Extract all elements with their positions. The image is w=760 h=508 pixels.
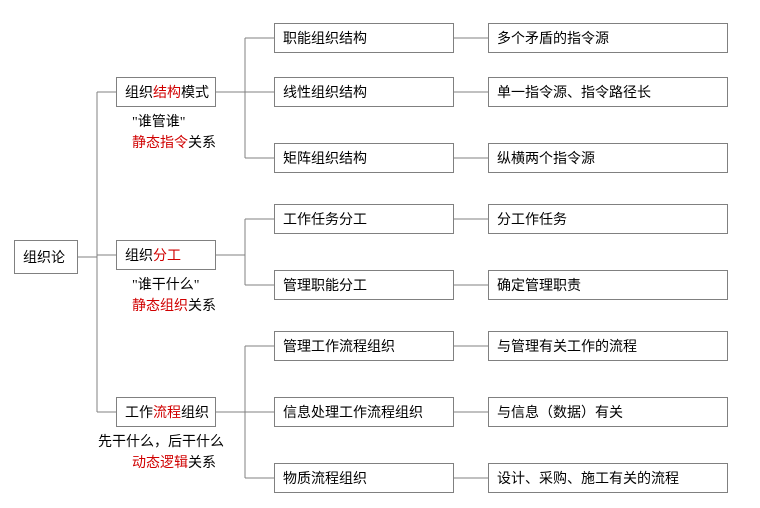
level1-caption-2b: 动态逻辑关系	[132, 452, 216, 472]
level1-node-0: 组织结构模式	[116, 77, 216, 107]
l3-6-label: 与信息（数据）有关	[497, 402, 623, 422]
root-label: 组织论	[23, 247, 65, 267]
cap-5-suf: 关系	[188, 456, 216, 471]
l3-7-label: 设计、采购、施工有关的流程	[497, 468, 679, 488]
l3-5-label: 与管理有关工作的流程	[497, 336, 637, 356]
root-node: 组织论	[14, 240, 78, 274]
level2-node-0: 职能组织结构	[274, 23, 454, 53]
level3-node-3: 分工作任务	[488, 204, 728, 234]
l1-0-prefix: 组织	[125, 82, 153, 102]
level1-node-1: 组织分工	[116, 240, 216, 270]
cap-5-hl: 动态逻辑	[132, 456, 188, 471]
level2-node-6: 信息处理工作流程组织	[274, 397, 454, 427]
cap-1-hl: 静态指令	[132, 136, 188, 151]
l3-2-label: 纵横两个指令源	[497, 148, 595, 168]
l2-1-label: 线性组织结构	[283, 82, 367, 102]
l2-7-label: 物质流程组织	[283, 468, 367, 488]
cap-1-suf: 关系	[188, 136, 216, 151]
l3-4-label: 确定管理职责	[497, 275, 581, 295]
level3-node-2: 纵横两个指令源	[488, 143, 728, 173]
level3-node-4: 确定管理职责	[488, 270, 728, 300]
level1-caption-2a: 先干什么，后干什么	[98, 431, 224, 451]
level2-node-1: 线性组织结构	[274, 77, 454, 107]
l3-3-label: 分工作任务	[497, 209, 567, 229]
level1-node-2: 工作流程组织	[116, 397, 216, 427]
level3-node-5: 与管理有关工作的流程	[488, 331, 728, 361]
level2-node-2: 矩阵组织结构	[274, 143, 454, 173]
level1-caption-1a: "谁干什么"	[132, 274, 199, 294]
level1-caption-0a: "谁管谁"	[132, 111, 185, 131]
level3-node-7: 设计、采购、施工有关的流程	[488, 463, 728, 493]
l2-0-label: 职能组织结构	[283, 28, 367, 48]
l2-2-label: 矩阵组织结构	[283, 148, 367, 168]
l1-0-hl: 结构	[153, 82, 181, 102]
l1-1-prefix: 组织	[125, 245, 153, 265]
level3-node-1: 单一指令源、指令路径长	[488, 77, 728, 107]
l3-0-label: 多个矛盾的指令源	[497, 28, 609, 48]
l3-1-label: 单一指令源、指令路径长	[497, 82, 651, 102]
cap-2-text: "谁干什么"	[132, 278, 199, 293]
level2-node-4: 管理职能分工	[274, 270, 454, 300]
l1-1-hl: 分工	[153, 245, 181, 265]
cap-0-text: "谁管谁"	[132, 115, 185, 130]
l2-4-label: 管理职能分工	[283, 275, 367, 295]
l2-6-label: 信息处理工作流程组织	[283, 402, 423, 422]
l1-0-suffix: 模式	[181, 82, 209, 102]
level2-node-5: 管理工作流程组织	[274, 331, 454, 361]
level3-node-0: 多个矛盾的指令源	[488, 23, 728, 53]
l2-5-label: 管理工作流程组织	[283, 336, 395, 356]
level1-caption-1b: 静态组织关系	[132, 295, 216, 315]
cap-3-hl: 静态组织	[132, 299, 188, 314]
level3-node-6: 与信息（数据）有关	[488, 397, 728, 427]
cap-4-text: 先干什么，后干什么	[98, 435, 224, 450]
level2-node-3: 工作任务分工	[274, 204, 454, 234]
cap-3-suf: 关系	[188, 299, 216, 314]
l1-2-prefix: 工作	[125, 402, 153, 422]
level1-caption-0b: 静态指令关系	[132, 132, 216, 152]
l1-2-suffix: 组织	[181, 402, 209, 422]
l1-2-hl: 流程	[153, 402, 181, 422]
level2-node-7: 物质流程组织	[274, 463, 454, 493]
l2-3-label: 工作任务分工	[283, 209, 367, 229]
